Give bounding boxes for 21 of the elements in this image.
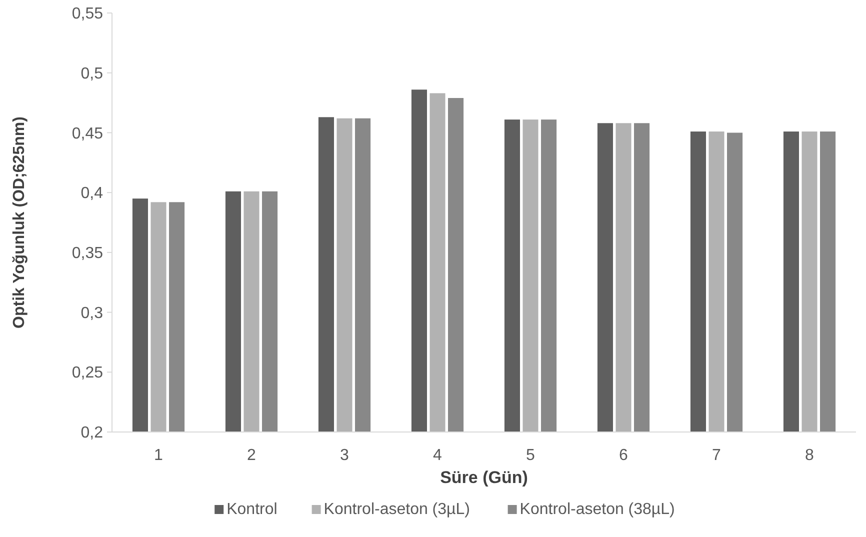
x-tick-label: 1 bbox=[154, 447, 164, 464]
y-tick-label: 0,25 bbox=[72, 364, 104, 382]
y-tick-label: 0,5 bbox=[80, 65, 104, 82]
y-tick-label: 0,4 bbox=[80, 185, 104, 202]
x-tick-label: 3 bbox=[340, 447, 350, 464]
y-axis-title: Optik Yoğunluk (OD;625nm) bbox=[11, 116, 28, 328]
y-tick-label: 0,35 bbox=[72, 245, 104, 262]
legend-label: Kontrol-aseton (38µL) bbox=[520, 501, 675, 518]
x-tick-label: 5 bbox=[526, 447, 536, 464]
x-axis-title: Süre (Gün) bbox=[440, 468, 528, 487]
y-tick-label: 0,3 bbox=[80, 304, 104, 322]
y-tick-label: 0,2 bbox=[80, 424, 104, 442]
x-tick-label: 7 bbox=[712, 447, 722, 464]
x-tick-label: 8 bbox=[805, 447, 814, 464]
y-tick-label: 0,55 bbox=[72, 6, 104, 23]
x-tick-label: 4 bbox=[433, 447, 442, 464]
y-tick-label: 0,45 bbox=[72, 125, 104, 142]
legend-label: Kontrol bbox=[226, 501, 278, 518]
x-tick-label: 2 bbox=[247, 447, 256, 464]
x-tick-label: 6 bbox=[619, 447, 628, 464]
legend-label: Kontrol-aseton (3µL) bbox=[324, 501, 470, 518]
